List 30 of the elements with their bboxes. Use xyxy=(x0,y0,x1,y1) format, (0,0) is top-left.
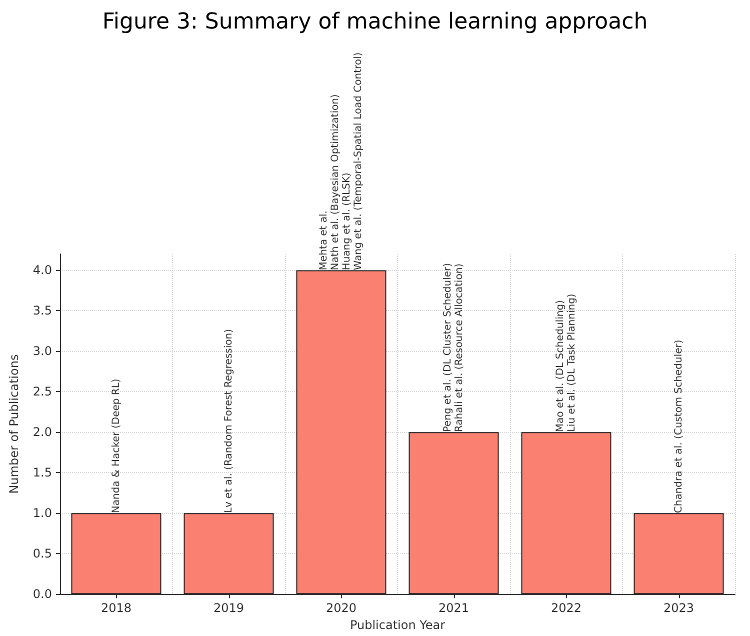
x-tick-label: 2023 xyxy=(663,601,694,616)
x-tick-label: 2022 xyxy=(550,601,582,616)
y-axis-title: Number of Publications xyxy=(7,354,21,494)
chart-title: Figure 3: Summary of machine learning approach xyxy=(102,10,648,34)
annotation: Mao et al. (DL Scheduling) Liu et al. (DL Task Planning) xyxy=(555,294,578,432)
y-tick-label: 1.0 xyxy=(32,506,52,520)
y-tick-label: 4.0 xyxy=(32,263,52,278)
y-tick-label: 0.0 xyxy=(32,587,52,602)
bar xyxy=(296,270,386,594)
bar xyxy=(71,513,162,594)
annotation: Peng et al. (DL Cluster Scheduler) Rahali et al. (Resource Allocation) xyxy=(442,262,465,432)
annotation: Nanda & Hacker (Deep RL) xyxy=(110,378,122,514)
x-tick-label: 2020 xyxy=(326,601,357,616)
y-tick-label: 3.0 xyxy=(32,344,52,358)
annotation: Mehta et al. Nath et al. (Bayesian Optimization) Huang et al. (RLSK) Wang et al. (Temporal-Spatial Load Control) xyxy=(318,52,364,270)
annotation: Chandra et al. (Custom Scheduler) xyxy=(673,340,684,514)
y-tick-label: 2.0 xyxy=(32,425,52,440)
bar xyxy=(184,513,274,594)
x-axis-title: Publication Year xyxy=(350,618,446,632)
x-tick-label: 2018 xyxy=(100,601,132,616)
x-tick-label: 2019 xyxy=(213,601,244,616)
annotation: Lv et al. (Random Forest Regression) xyxy=(223,328,234,514)
y-tick-label: 2.5 xyxy=(32,384,52,399)
bar xyxy=(521,432,612,594)
y-tick-label: 1.5 xyxy=(32,466,52,480)
bar xyxy=(408,432,499,594)
x-tick-label: 2021 xyxy=(438,601,470,616)
bar xyxy=(634,513,724,594)
y-tick-label: 3.5 xyxy=(32,304,52,318)
y-tick-label: 0.5 xyxy=(32,546,52,561)
